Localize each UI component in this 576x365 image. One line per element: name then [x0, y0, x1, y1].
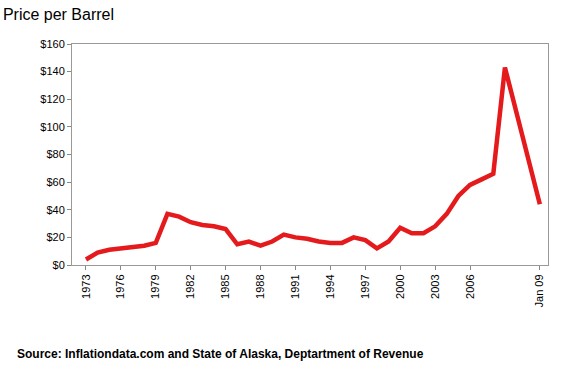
svg-text:1976: 1976: [114, 274, 126, 298]
svg-text:$120: $120: [40, 93, 64, 105]
svg-text:1979: 1979: [149, 274, 161, 298]
svg-text:Source: Inflationdata.com and: Source: Inflationdata.com and State of A…: [17, 347, 424, 361]
svg-text:$140: $140: [40, 65, 64, 77]
svg-text:2000: 2000: [394, 274, 406, 298]
svg-text:Price per Barrel: Price per Barrel: [3, 6, 114, 23]
svg-text:$60: $60: [46, 176, 64, 188]
svg-text:2003: 2003: [429, 274, 441, 298]
svg-text:$160: $160: [40, 38, 64, 50]
svg-text:Jan 09: Jan 09: [533, 274, 545, 307]
svg-text:1985: 1985: [219, 274, 231, 298]
svg-text:1997: 1997: [359, 274, 371, 298]
svg-text:2006: 2006: [464, 274, 476, 298]
svg-text:$80: $80: [46, 148, 64, 160]
svg-text:1991: 1991: [289, 274, 301, 298]
svg-text:$0: $0: [53, 259, 65, 271]
svg-text:1994: 1994: [324, 274, 336, 298]
svg-text:$20: $20: [46, 231, 64, 243]
svg-text:1982: 1982: [184, 274, 196, 298]
svg-text:$100: $100: [40, 121, 64, 133]
svg-text:$40: $40: [46, 204, 64, 216]
svg-text:1988: 1988: [254, 274, 266, 298]
svg-text:1973: 1973: [80, 274, 92, 298]
